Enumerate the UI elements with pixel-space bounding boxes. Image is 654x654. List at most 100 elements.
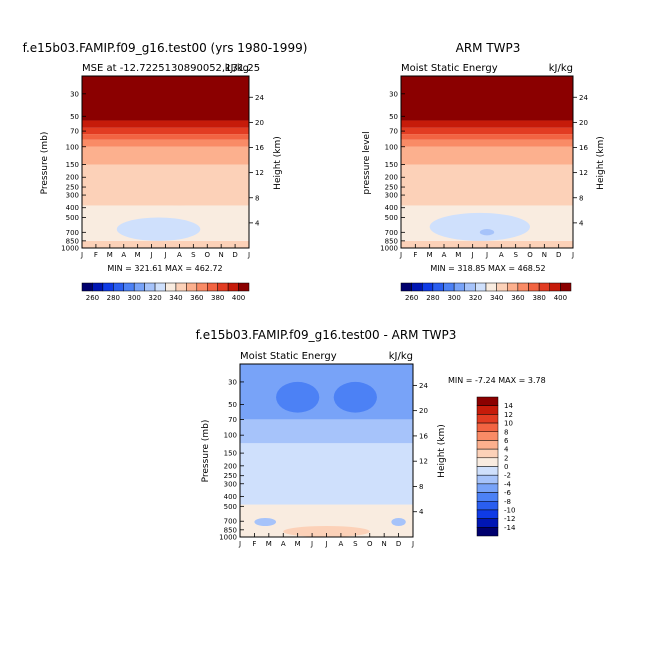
model-ytick-label: 70 xyxy=(70,128,79,136)
obs-xtick-label: J xyxy=(471,251,474,259)
model-height-tick-label: 4 xyxy=(255,219,260,227)
diff-xtick-label: J xyxy=(310,540,313,548)
obs-band-7 xyxy=(401,120,573,128)
colorbar-obs-label: 400 xyxy=(554,294,567,302)
colorbar-diff-swatch xyxy=(476,492,499,502)
model-height-tick-label: 8 xyxy=(255,194,259,202)
colorbar-model-swatch xyxy=(238,282,250,292)
model-xtick-label: J xyxy=(247,251,250,259)
diff-height-tick-label: 12 xyxy=(419,458,428,466)
panel-model-title: f.e15b03.FAMIP.f09_g16.test00 (yrs 1980-… xyxy=(23,41,308,55)
colorbar-diff-label: 2 xyxy=(504,454,508,462)
model-xtick-label: J xyxy=(80,251,83,259)
colorbar-model-label: 380 xyxy=(211,294,224,302)
panel-diff-subtitle: Moist Static Energy xyxy=(240,351,337,362)
colorbar-diff-swatch xyxy=(476,483,499,493)
panel-model-ylabel-right: Height (km) xyxy=(273,136,283,190)
colorbar-diff-label: -12 xyxy=(504,515,515,523)
model-ytick-label: 250 xyxy=(66,184,79,192)
obs-height-tick-label: 20 xyxy=(579,119,588,127)
obs-xtick-label: J xyxy=(485,251,488,259)
colorbar-diff-swatch xyxy=(476,474,499,485)
colorbar-diff-label: -14 xyxy=(504,524,516,532)
colorbar-diff-label: -10 xyxy=(504,506,515,514)
model-ytick-label: 700 xyxy=(66,229,79,237)
obs-feature-1 xyxy=(479,229,495,236)
model-xtick-label: D xyxy=(232,251,237,259)
diff-band-2 xyxy=(240,419,413,444)
obs-xtick-label: N xyxy=(542,251,547,259)
diff-ytick-label: 150 xyxy=(224,450,237,458)
colorbar-obs-swatch xyxy=(411,282,423,292)
diff-height-tick-label: 20 xyxy=(419,407,428,415)
panel-obs-ylabel-right: Height (km) xyxy=(596,136,606,190)
colorbar-obs-label: 320 xyxy=(469,294,482,302)
colorbar-diff-swatch xyxy=(476,431,499,441)
colorbar-model-label: 360 xyxy=(190,294,203,302)
obs-ytick-label: 850 xyxy=(385,237,398,245)
obs-xtick-label: F xyxy=(413,251,417,259)
colorbar-diff-swatch xyxy=(476,440,499,450)
panel-model-ylabel-left: Pressure (mb) xyxy=(40,132,50,195)
obs-band-6 xyxy=(401,127,573,135)
colorbar-obs-swatch xyxy=(549,282,561,292)
colorbar-obs-label: 280 xyxy=(426,294,439,302)
colorbar-model-swatch xyxy=(123,282,135,292)
diff-xtick-label: J xyxy=(324,540,327,548)
colorbar-diff-swatch xyxy=(476,518,499,528)
panel-diff-ylabel-left: Pressure (mb) xyxy=(201,420,211,483)
colorbar-model-swatch xyxy=(81,282,93,292)
diff-ytick-label: 200 xyxy=(224,462,237,470)
obs-ytick-label: 50 xyxy=(389,113,398,121)
colorbar-model-swatch xyxy=(227,282,239,292)
colorbar-diff-label: 8 xyxy=(504,428,508,436)
colorbar-diff-label: -6 xyxy=(504,489,512,497)
diff-xtick-label: N xyxy=(382,540,387,548)
model-xtick-label: M xyxy=(135,251,141,259)
colorbar-diff-label: -4 xyxy=(504,480,512,488)
diff-ytick-label: 1000 xyxy=(219,534,237,542)
model-ytick-label: 50 xyxy=(70,113,79,121)
obs-xtick-label: J xyxy=(571,251,574,259)
obs-height-tick-label: 8 xyxy=(579,194,583,202)
diff-xtick-label: M xyxy=(266,540,272,548)
colorbar-model-swatch xyxy=(154,282,166,292)
colorbar-model-swatch xyxy=(175,282,187,292)
colorbar-model-swatch xyxy=(133,282,145,292)
diff-ytick-label: 400 xyxy=(224,493,237,501)
model-xtick-label: A xyxy=(177,251,182,259)
diff-feature-0 xyxy=(276,381,320,413)
colorbar-obs-swatch xyxy=(422,282,434,292)
model-ytick-label: 1000 xyxy=(61,245,79,253)
colorbar-obs-label: 300 xyxy=(447,294,460,302)
diff-feature-3 xyxy=(391,517,406,527)
obs-height-tick-label: 24 xyxy=(579,94,588,102)
colorbar-obs-swatch xyxy=(538,282,550,292)
colorbar-diff-swatch xyxy=(476,466,499,476)
colorbar-diff-swatch xyxy=(476,527,499,537)
colorbar-model-swatch xyxy=(113,282,124,292)
colorbar-obs-label: 260 xyxy=(405,294,418,302)
obs-feature-0 xyxy=(429,212,530,241)
model-xtick-label: O xyxy=(204,251,210,259)
colorbar-obs-swatch xyxy=(496,282,508,292)
obs-band-8 xyxy=(401,76,573,121)
panel-diff-units: kJ/kg xyxy=(389,351,413,362)
diff-xtick-label: F xyxy=(252,540,256,548)
diff-ytick-label: 70 xyxy=(228,416,237,424)
panel-model-units: kJ/kg xyxy=(225,63,249,74)
diff-ytick-label: 30 xyxy=(228,378,237,386)
diff-ytick-label: 50 xyxy=(228,401,237,409)
model-ytick-label: 850 xyxy=(66,237,79,245)
panel-model-subtitle: MSE at -12.7225130890052,131.25 xyxy=(82,63,260,74)
colorbar-model-swatch xyxy=(207,282,218,292)
model-ytick-label: 100 xyxy=(66,143,79,151)
diff-ytick-label: 250 xyxy=(224,472,237,480)
obs-ytick-label: 200 xyxy=(385,174,398,182)
obs-ytick-label: 400 xyxy=(385,204,398,212)
obs-ytick-label: 100 xyxy=(385,143,398,151)
diff-xtick-label: J xyxy=(411,540,414,548)
